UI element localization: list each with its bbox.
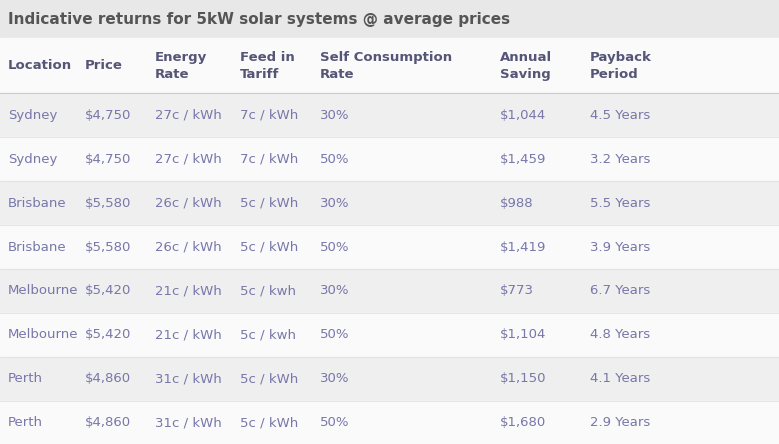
Text: 30%: 30% — [320, 373, 350, 385]
Bar — [0, 313, 779, 357]
Text: Brisbane: Brisbane — [8, 197, 67, 210]
Text: 27c / kWh: 27c / kWh — [155, 108, 222, 122]
Text: $1,104: $1,104 — [500, 329, 546, 341]
Text: Perth: Perth — [8, 373, 43, 385]
Text: Melbourne: Melbourne — [8, 285, 79, 297]
Text: 5c / kWh: 5c / kWh — [240, 373, 298, 385]
Text: $1,419: $1,419 — [500, 241, 546, 254]
Text: $1,150: $1,150 — [500, 373, 547, 385]
Text: 2.9 Years: 2.9 Years — [590, 416, 650, 429]
Text: 50%: 50% — [320, 152, 350, 166]
Text: 26c / kWh: 26c / kWh — [155, 241, 221, 254]
Text: 31c / kWh: 31c / kWh — [155, 416, 222, 429]
Text: 5c / kWh: 5c / kWh — [240, 416, 298, 429]
Text: $5,580: $5,580 — [85, 197, 132, 210]
Text: 5c / kwh: 5c / kwh — [240, 329, 296, 341]
Text: Energy
Rate: Energy Rate — [155, 51, 207, 80]
Bar — [0, 137, 779, 181]
Bar — [0, 357, 779, 401]
Text: Sydney: Sydney — [8, 108, 58, 122]
Text: 30%: 30% — [320, 285, 350, 297]
Bar — [0, 93, 779, 137]
Text: 26c / kWh: 26c / kWh — [155, 197, 221, 210]
Text: Perth: Perth — [8, 416, 43, 429]
Bar — [0, 38, 779, 93]
Text: 50%: 50% — [320, 241, 350, 254]
Text: Price: Price — [85, 59, 123, 72]
Text: $988: $988 — [500, 197, 534, 210]
Text: $1,459: $1,459 — [500, 152, 546, 166]
Bar — [0, 269, 779, 313]
Text: $4,750: $4,750 — [85, 152, 132, 166]
Text: 21c / kWh: 21c / kWh — [155, 285, 222, 297]
Text: 30%: 30% — [320, 108, 350, 122]
Text: 27c / kWh: 27c / kWh — [155, 152, 222, 166]
Bar — [0, 181, 779, 225]
Text: 4.8 Years: 4.8 Years — [590, 329, 650, 341]
Text: Melbourne: Melbourne — [8, 329, 79, 341]
Text: $4,750: $4,750 — [85, 108, 132, 122]
Text: 4.1 Years: 4.1 Years — [590, 373, 650, 385]
Text: $5,420: $5,420 — [85, 329, 132, 341]
Text: 5c / kwh: 5c / kwh — [240, 285, 296, 297]
Text: Self Consumption
Rate: Self Consumption Rate — [320, 51, 452, 80]
Text: Location: Location — [8, 59, 72, 72]
Text: 3.2 Years: 3.2 Years — [590, 152, 650, 166]
Bar — [0, 0, 779, 38]
Text: Payback
Period: Payback Period — [590, 51, 652, 80]
Text: $5,580: $5,580 — [85, 241, 132, 254]
Text: 6.7 Years: 6.7 Years — [590, 285, 650, 297]
Bar — [0, 401, 779, 444]
Text: 31c / kWh: 31c / kWh — [155, 373, 222, 385]
Text: 5c / kWh: 5c / kWh — [240, 197, 298, 210]
Text: 4.5 Years: 4.5 Years — [590, 108, 650, 122]
Text: $4,860: $4,860 — [85, 416, 131, 429]
Text: 3.9 Years: 3.9 Years — [590, 241, 650, 254]
Bar — [0, 225, 779, 269]
Text: $773: $773 — [500, 285, 534, 297]
Text: 30%: 30% — [320, 197, 350, 210]
Text: 50%: 50% — [320, 416, 350, 429]
Text: $1,680: $1,680 — [500, 416, 546, 429]
Text: Indicative returns for 5kW solar systems @ average prices: Indicative returns for 5kW solar systems… — [8, 12, 510, 27]
Text: $5,420: $5,420 — [85, 285, 132, 297]
Text: 21c / kWh: 21c / kWh — [155, 329, 222, 341]
Text: 7c / kWh: 7c / kWh — [240, 152, 298, 166]
Text: Sydney: Sydney — [8, 152, 58, 166]
Text: Annual
Saving: Annual Saving — [500, 51, 552, 80]
Text: 5c / kWh: 5c / kWh — [240, 241, 298, 254]
Text: Feed in
Tariff: Feed in Tariff — [240, 51, 294, 80]
Text: 50%: 50% — [320, 329, 350, 341]
Text: $1,044: $1,044 — [500, 108, 546, 122]
Text: Brisbane: Brisbane — [8, 241, 67, 254]
Text: $4,860: $4,860 — [85, 373, 131, 385]
Text: 5.5 Years: 5.5 Years — [590, 197, 650, 210]
Text: 7c / kWh: 7c / kWh — [240, 108, 298, 122]
